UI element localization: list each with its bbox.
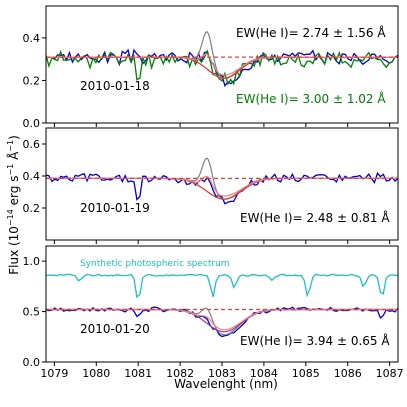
x-tick-label: 1082: [166, 367, 194, 380]
x-tick-label: 1084: [250, 367, 278, 380]
y-axis-label: Flux (10−14 erg s−1 Å−1): [6, 135, 21, 275]
x-tick-label: 1083: [208, 367, 236, 380]
date-label: 2010-01-18: [80, 79, 150, 93]
x-tick-label: 1081: [124, 367, 152, 380]
series-blue-line: [46, 171, 398, 205]
y-tick-label: 0.6: [23, 138, 41, 151]
date-label: 2010-01-20: [80, 322, 150, 336]
y-tick-label: 0.0: [23, 117, 41, 130]
x-tick-label: 1085: [292, 367, 320, 380]
series-group: [46, 157, 398, 205]
panel-2010-01-18: 0.0 0.2 0.4 2010-01-18 EW(He I)= 2.74 ± 1.56…: [23, 5, 399, 130]
y-tick-label: 0.4: [23, 32, 41, 45]
annotation-text: EW(He I)= 3.94 ± 0.65 Å: [240, 333, 390, 348]
y-tick-label: 0.2: [23, 202, 41, 215]
series-pink-line: [46, 175, 398, 197]
y-tick-label: 1.0: [23, 255, 41, 268]
series-group: [46, 273, 398, 338]
annotation-text: EW(He I)= 2.74 ± 1.56 Å: [236, 25, 386, 40]
panel-2010-01-20: 0.0 0.5 1.0 1079 1080 1081 1082 1083 1084 1085 108…: [23, 245, 404, 380]
annotation-text: EW(He I)= 2.48 ± 0.81 Å: [240, 210, 390, 225]
y-tick-label: 0.0: [23, 356, 41, 369]
y-tick-label: 0.4: [23, 170, 41, 183]
x-axis-label: Wavelenght (nm): [174, 377, 278, 391]
date-label: 2010-01-19: [80, 201, 150, 215]
annotation-text: EW(He I)= 3.00 ± 1.02 Å: [236, 91, 386, 106]
panel-2010-01-19: 0.2 0.4 0.6 2010-01-19 EW(He I)= 2.48 ± 0.81…: [23, 127, 399, 244]
x-tick-label: 1087: [376, 367, 404, 380]
series-green-line: [46, 49, 398, 86]
x-tick-label: 1086: [334, 367, 362, 380]
x-tick-label: 1080: [82, 367, 110, 380]
series-group: [46, 30, 398, 88]
y-tick-label: 0.5: [23, 306, 41, 319]
x-tick-label: 1079: [40, 367, 68, 380]
annotation-text: Synthetic photospheric spectrum: [80, 259, 230, 269]
series-cyan-line: [46, 273, 398, 299]
y-tick-label: 0.2: [23, 74, 41, 87]
